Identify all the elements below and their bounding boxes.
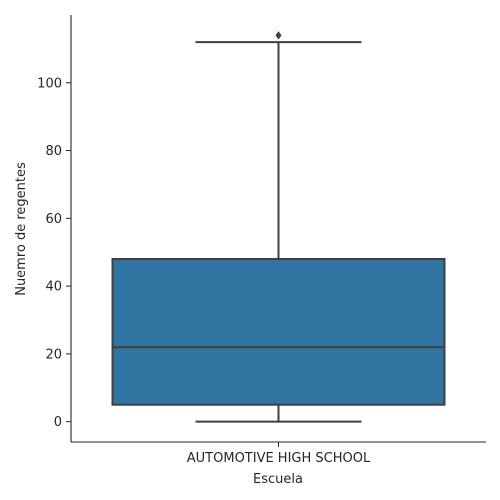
box-iqr [111, 258, 446, 406]
y-tick-label: 40 [45, 280, 62, 295]
y-tick-label: 0 [54, 415, 62, 430]
y-tick-label: 80 [45, 144, 62, 159]
x-axis: AUTOMOTIVE HIGH SCHOOL [71, 441, 486, 466]
plot-area [111, 31, 446, 423]
x-axis-label: Escuela [253, 472, 303, 487]
x-tick-label: AUTOMOTIVE HIGH SCHOOL [187, 451, 371, 466]
y-tick-label: 20 [45, 347, 62, 362]
y-axis-label: Nuemro de regentes [14, 162, 29, 296]
y-tick-label: 60 [45, 212, 62, 227]
y-tick-label: 100 [37, 76, 62, 91]
y-axis: 0 20 40 60 80 100 [37, 15, 72, 442]
outlier-point [275, 31, 282, 40]
